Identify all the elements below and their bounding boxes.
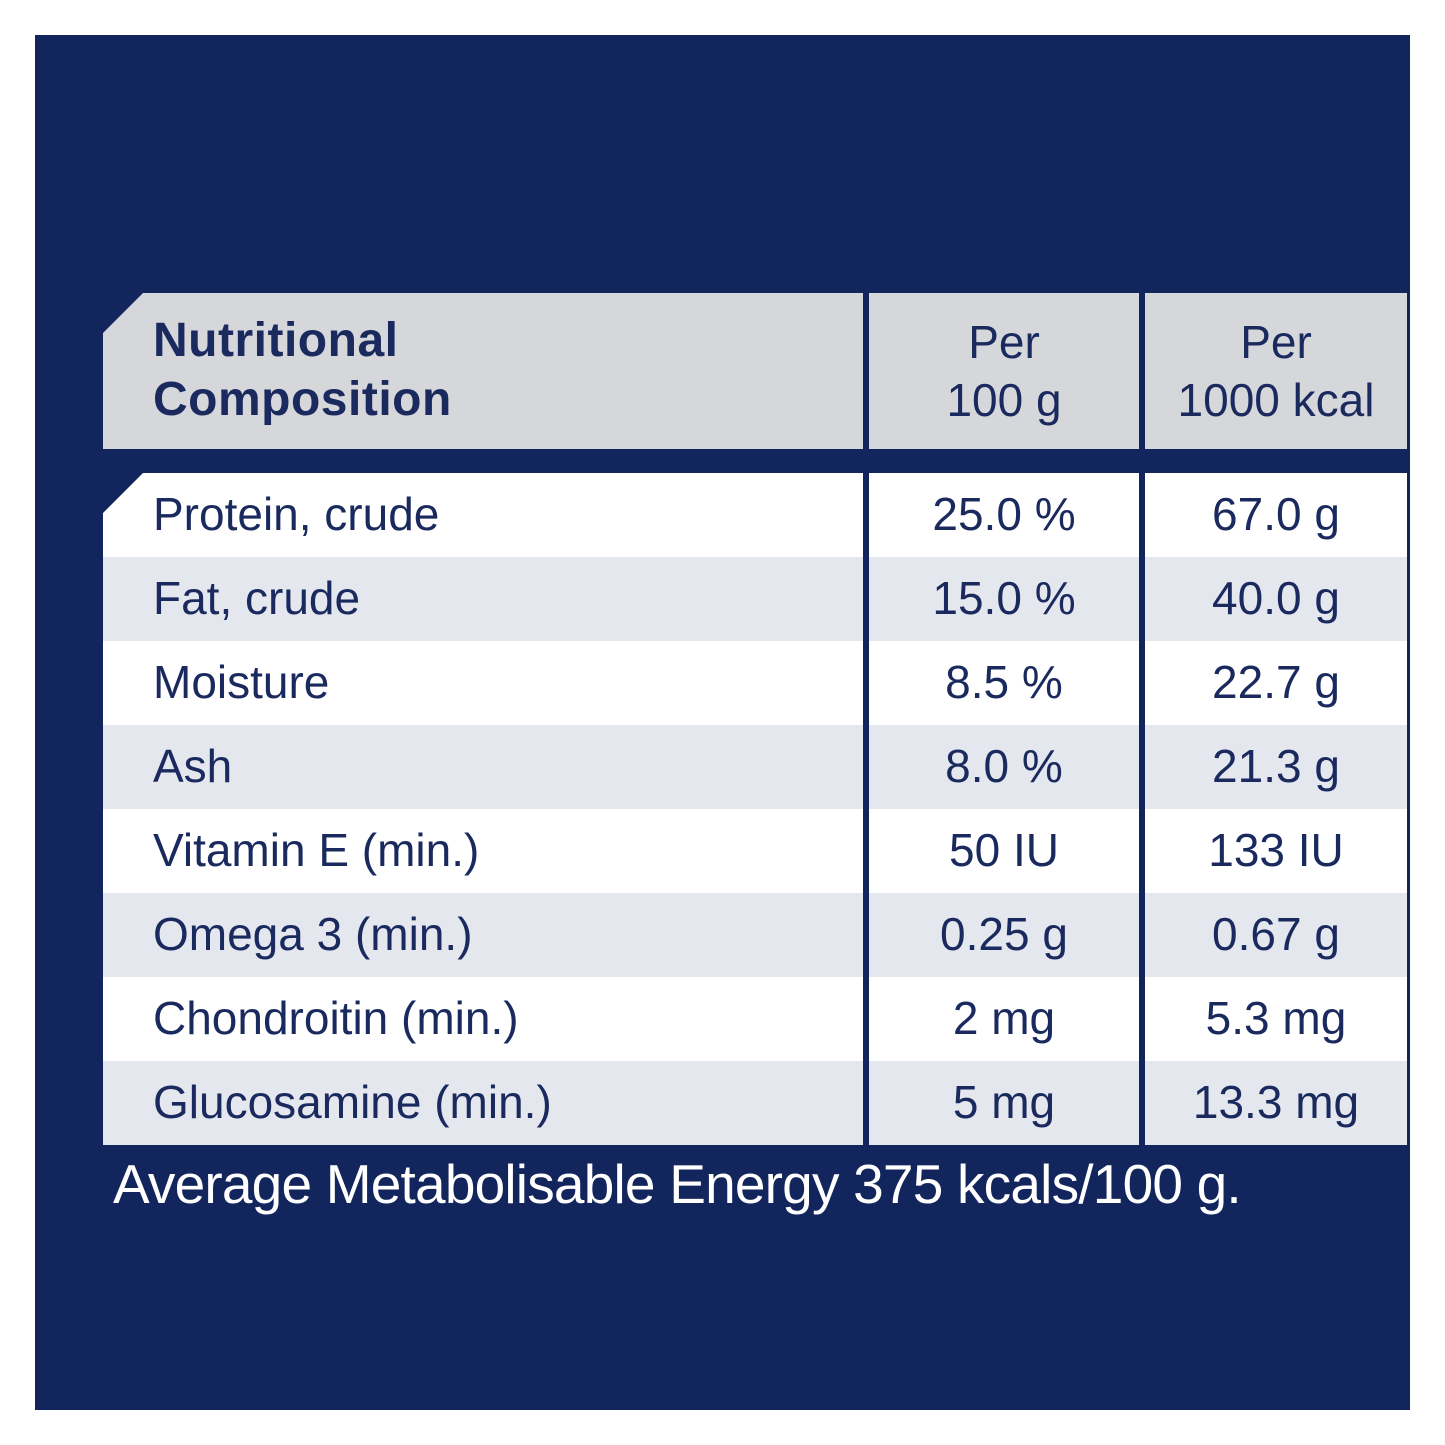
per-1000kcal-value: 67.0 g [1139,473,1407,557]
per-100g-value: 2 mg [863,977,1139,1061]
nutrient-label: Glucosamine (min.) [153,1076,552,1129]
navy-panel: Nutritional Composition Per 100 g Per 10… [35,35,1410,1410]
column-header-per-100g: Per 100 g [863,293,1139,449]
nutrient-label: Ash [153,740,233,793]
per-1000kcal-value: 5.3 mg [1139,977,1407,1061]
table-row: Vitamin E (min.) 50 IU 133 IU [103,809,1407,893]
table-title: Nutritional Composition [153,314,452,426]
per-1000kcal-value: 133 IU [1139,809,1407,893]
per-1000kcal-value: 13.3 mg [1139,1061,1407,1145]
nutrient-label: Fat, crude [153,572,361,625]
table-header: Nutritional Composition Per 100 g Per 10… [103,293,1407,449]
nutrient-label: Vitamin E (min.) [153,824,480,877]
table-row: Chondroitin (min.) 2 mg 5.3 mg [103,977,1407,1061]
column-header-per-1000kcal: Per 1000 kcal [1139,293,1407,449]
nutrient-label: Moisture [153,656,330,709]
table-row: Fat, crude 15.0 % 40.0 g [103,557,1407,641]
per-100g-value: 0.25 g [863,893,1139,977]
nutrient-label: Omega 3 (min.) [153,908,473,961]
per-100g-value: 8.5 % [863,641,1139,725]
per-100g-value: 15.0 % [863,557,1139,641]
per-100g-value: 5 mg [863,1061,1139,1145]
nutrient-label: Protein, crude [153,488,440,541]
table-body: Protein, crude 25.0 % 67.0 g Fat, crude … [103,473,1407,1145]
per-1000kcal-value: 40.0 g [1139,557,1407,641]
table-row: Glucosamine (min.) 5 mg 13.3 mg [103,1061,1407,1145]
per-100g-value: 8.0 % [863,725,1139,809]
per-1000kcal-value: 22.7 g [1139,641,1407,725]
table-row: Omega 3 (min.) 0.25 g 0.67 g [103,893,1407,977]
per-1000kcal-value: 0.67 g [1139,893,1407,977]
per-1000kcal-value: 21.3 g [1139,725,1407,809]
table-row: Ash 8.0 % 21.3 g [103,725,1407,809]
metabolisable-energy-note: Average Metabolisable Energy 375 kcals/1… [113,1153,1242,1215]
table-row: Moisture 8.5 % 22.7 g [103,641,1407,725]
table-row: Protein, crude 25.0 % 67.0 g [103,473,1407,557]
per-100g-value: 25.0 % [863,473,1139,557]
nutrient-label: Chondroitin (min.) [153,992,519,1045]
per-100g-value: 50 IU [863,809,1139,893]
